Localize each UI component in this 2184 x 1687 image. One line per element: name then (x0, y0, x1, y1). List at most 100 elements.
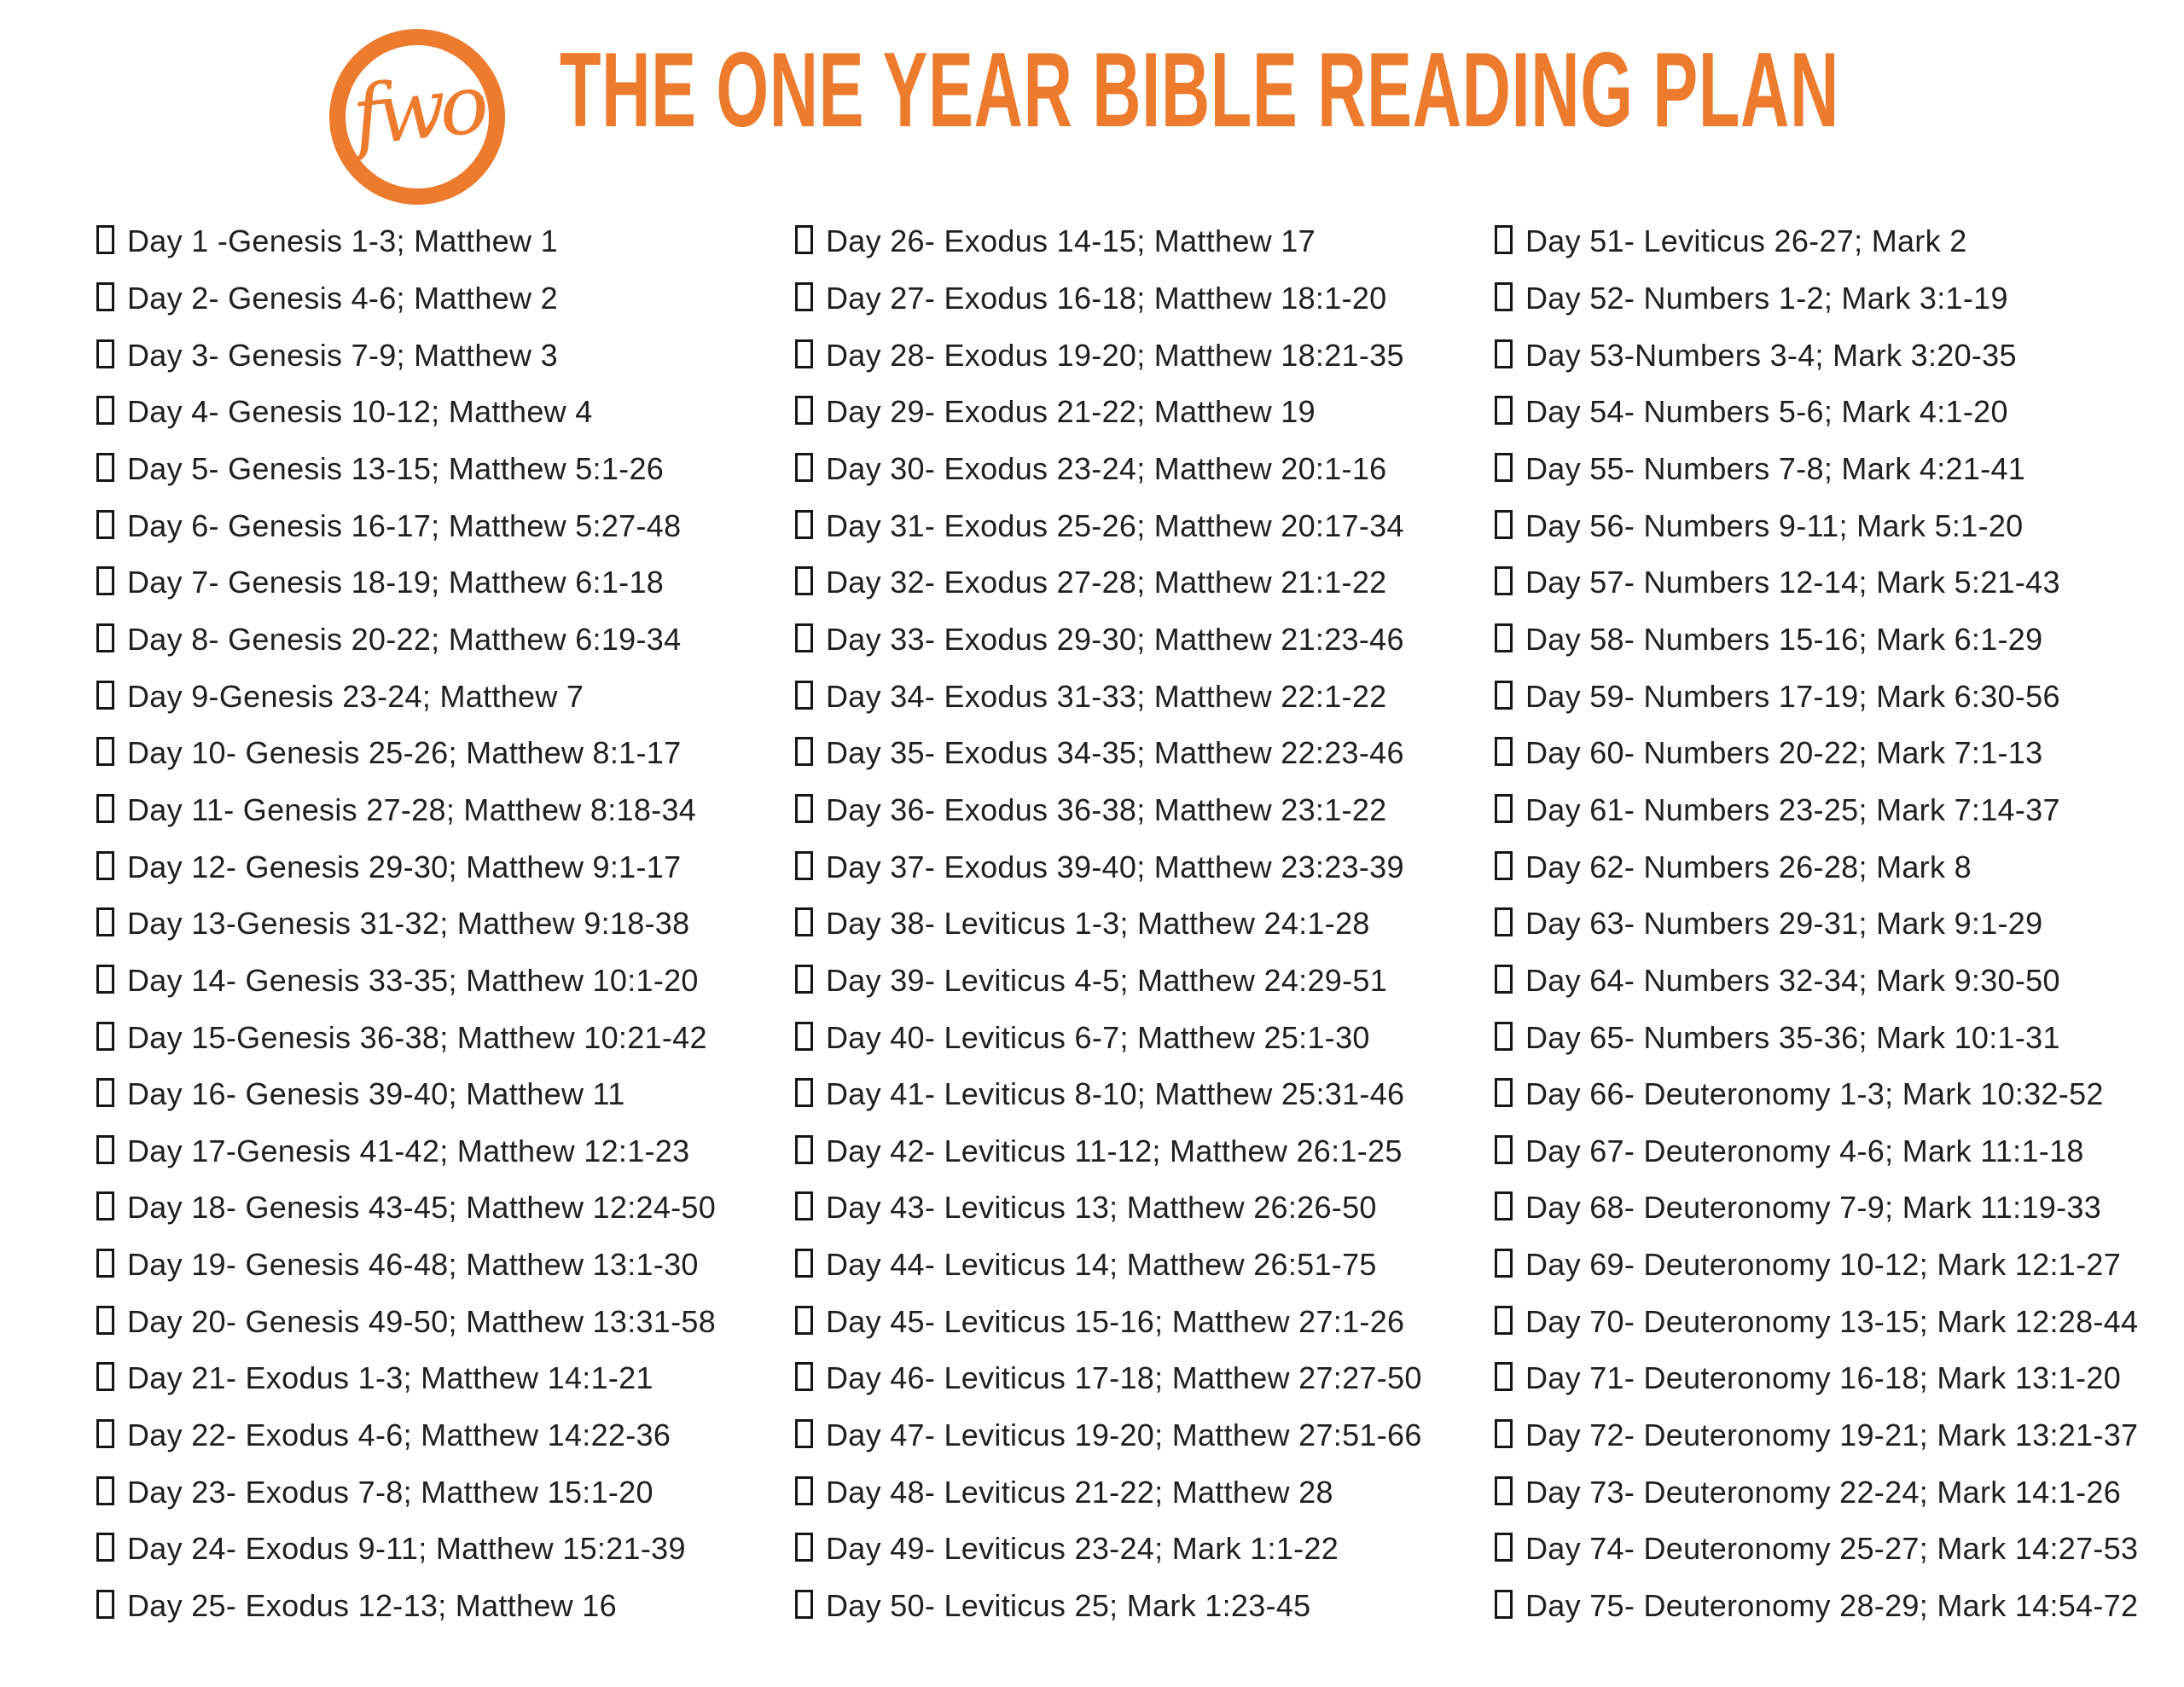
checkbox-icon[interactable] (96, 452, 114, 482)
reading-item: Day 14- Genesis 33-35; Matthew 10:1-20 (96, 953, 787, 1010)
checkbox-icon[interactable] (96, 1305, 114, 1335)
checkbox-icon[interactable] (1495, 1021, 1513, 1051)
checkbox-icon[interactable] (1495, 1362, 1513, 1392)
checkbox-icon[interactable] (795, 1249, 813, 1278)
checkbox-icon[interactable] (1495, 1191, 1513, 1221)
checkbox-icon[interactable] (96, 850, 114, 880)
reading-label: Day 5- Genesis 13-15; Matthew 5:1-26 (127, 450, 665, 486)
checkbox-icon[interactable] (96, 1078, 114, 1108)
reading-item: Day 49- Leviticus 23-24; Mark 1:1-22 (795, 1521, 1486, 1578)
checkbox-icon[interactable] (96, 225, 114, 255)
checkbox-icon[interactable] (1495, 509, 1513, 539)
checkbox-icon[interactable] (1495, 1249, 1513, 1278)
checkbox-icon[interactable] (1495, 225, 1513, 255)
checkbox-icon[interactable] (96, 964, 114, 994)
checkbox-icon[interactable] (795, 1305, 813, 1335)
checkbox-icon[interactable] (795, 850, 813, 880)
reading-item: Day 26- Exodus 14-15; Matthew 17 (795, 213, 1486, 270)
reading-label: Day 27- Exodus 16-18; Matthew 18:1-20 (826, 280, 1387, 316)
reading-label: Day 3- Genesis 7-9; Matthew 3 (127, 337, 558, 373)
fwo-logo-text: fwo (347, 55, 487, 165)
checkbox-icon[interactable] (1495, 793, 1513, 823)
checkbox-icon[interactable] (795, 1590, 813, 1620)
checkbox-icon[interactable] (1495, 1475, 1513, 1505)
reading-label: Day 1 -Genesis 1-3; Matthew 1 (127, 223, 558, 259)
reading-item: Day 58- Numbers 15-16; Mark 6:1-29 (1495, 612, 2184, 669)
reading-item: Day 70- Deuteronomy 13-15; Mark 12:28-44 (1495, 1293, 2184, 1350)
checkbox-icon[interactable] (795, 793, 813, 823)
checkbox-icon[interactable] (1495, 1134, 1513, 1164)
checkbox-icon[interactable] (1495, 452, 1513, 482)
checkbox-icon[interactable] (795, 1362, 813, 1392)
checkbox-icon[interactable] (1495, 680, 1513, 710)
checkbox-icon[interactable] (1495, 566, 1513, 596)
reading-label: Day 62- Numbers 26-28; Mark 8 (1525, 849, 1972, 884)
reading-item: Day 5- Genesis 13-15; Matthew 5:1-26 (96, 441, 787, 498)
checkbox-icon[interactable] (795, 452, 813, 482)
checkbox-icon[interactable] (1495, 1419, 1513, 1449)
reading-item: Day 64- Numbers 32-34; Mark 9:30-50 (1495, 953, 2184, 1010)
checkbox-icon[interactable] (795, 964, 813, 994)
checkbox-icon[interactable] (795, 907, 813, 937)
checkbox-icon[interactable] (795, 281, 813, 311)
reading-label: Day 43- Leviticus 13; Matthew 26:26-50 (826, 1190, 1377, 1226)
checkbox-icon[interactable] (795, 1021, 813, 1051)
checkbox-icon[interactable] (96, 907, 114, 937)
reading-label: Day 50- Leviticus 25; Mark 1:23-45 (826, 1588, 1311, 1624)
checkbox-icon[interactable] (96, 793, 114, 823)
checkbox-icon[interactable] (795, 339, 813, 368)
checkbox-icon[interactable] (795, 680, 813, 710)
checkbox-icon[interactable] (795, 623, 813, 652)
checkbox-icon[interactable] (795, 1191, 813, 1221)
checkbox-icon[interactable] (1495, 907, 1513, 937)
checkbox-icon[interactable] (795, 225, 813, 255)
checkbox-icon[interactable] (1495, 1305, 1513, 1335)
checkbox-icon[interactable] (96, 509, 114, 539)
checkbox-icon[interactable] (1495, 339, 1513, 368)
reading-label: Day 45- Leviticus 15-16; Matthew 27:1-26 (826, 1303, 1405, 1339)
checkbox-icon[interactable] (1495, 623, 1513, 652)
checkbox-icon[interactable] (96, 339, 114, 368)
checkbox-icon[interactable] (1495, 1533, 1513, 1562)
reading-item: Day 42- Leviticus 11-12; Matthew 26:1-25 (795, 1123, 1486, 1180)
reading-item: Day 9-Genesis 23-24; Matthew 7 (96, 668, 787, 725)
checkbox-icon[interactable] (96, 281, 114, 311)
checkbox-icon[interactable] (795, 566, 813, 596)
reading-label: Day 14- Genesis 33-35; Matthew 10:1-20 (127, 962, 699, 998)
checkbox-icon[interactable] (96, 1533, 114, 1562)
reading-label: Day 34- Exodus 31-33; Matthew 22:1-22 (826, 678, 1387, 714)
checkbox-icon[interactable] (96, 737, 114, 767)
checkbox-icon[interactable] (1495, 737, 1513, 767)
checkbox-icon[interactable] (96, 623, 114, 652)
checkbox-icon[interactable] (96, 1249, 114, 1278)
checkbox-icon[interactable] (795, 509, 813, 539)
checkbox-icon[interactable] (795, 396, 813, 426)
checkbox-icon[interactable] (96, 1134, 114, 1164)
checkbox-icon[interactable] (96, 1475, 114, 1505)
checkbox-icon[interactable] (96, 1362, 114, 1392)
checkbox-icon[interactable] (1495, 281, 1513, 311)
checkbox-icon[interactable] (96, 1191, 114, 1221)
reading-label: Day 61- Numbers 23-25; Mark 7:14-37 (1525, 791, 2060, 827)
checkbox-icon[interactable] (1495, 964, 1513, 994)
checkbox-icon[interactable] (96, 566, 114, 596)
checkbox-icon[interactable] (795, 1475, 813, 1505)
checkbox-icon[interactable] (795, 737, 813, 767)
checkbox-icon[interactable] (795, 1134, 813, 1164)
checkbox-icon[interactable] (96, 1021, 114, 1051)
checkbox-icon[interactable] (1495, 1078, 1513, 1108)
reading-label: Day 36- Exodus 36-38; Matthew 23:1-22 (826, 791, 1387, 827)
checkbox-icon[interactable] (1495, 850, 1513, 880)
checkbox-icon[interactable] (96, 396, 114, 426)
checkbox-icon[interactable] (1495, 1590, 1513, 1620)
checkbox-icon[interactable] (795, 1078, 813, 1108)
checkbox-icon[interactable] (96, 1419, 114, 1449)
fwo-logo: fwo (329, 29, 505, 205)
checkbox-icon[interactable] (1495, 396, 1513, 426)
reading-label: Day 6- Genesis 16-17; Matthew 5:27-48 (127, 507, 682, 543)
checkbox-icon[interactable] (795, 1419, 813, 1449)
checkbox-icon[interactable] (795, 1533, 813, 1562)
checkbox-icon[interactable] (96, 680, 114, 710)
reading-item: Day 10- Genesis 25-26; Matthew 8:1-17 (96, 725, 787, 782)
checkbox-icon[interactable] (96, 1590, 114, 1620)
